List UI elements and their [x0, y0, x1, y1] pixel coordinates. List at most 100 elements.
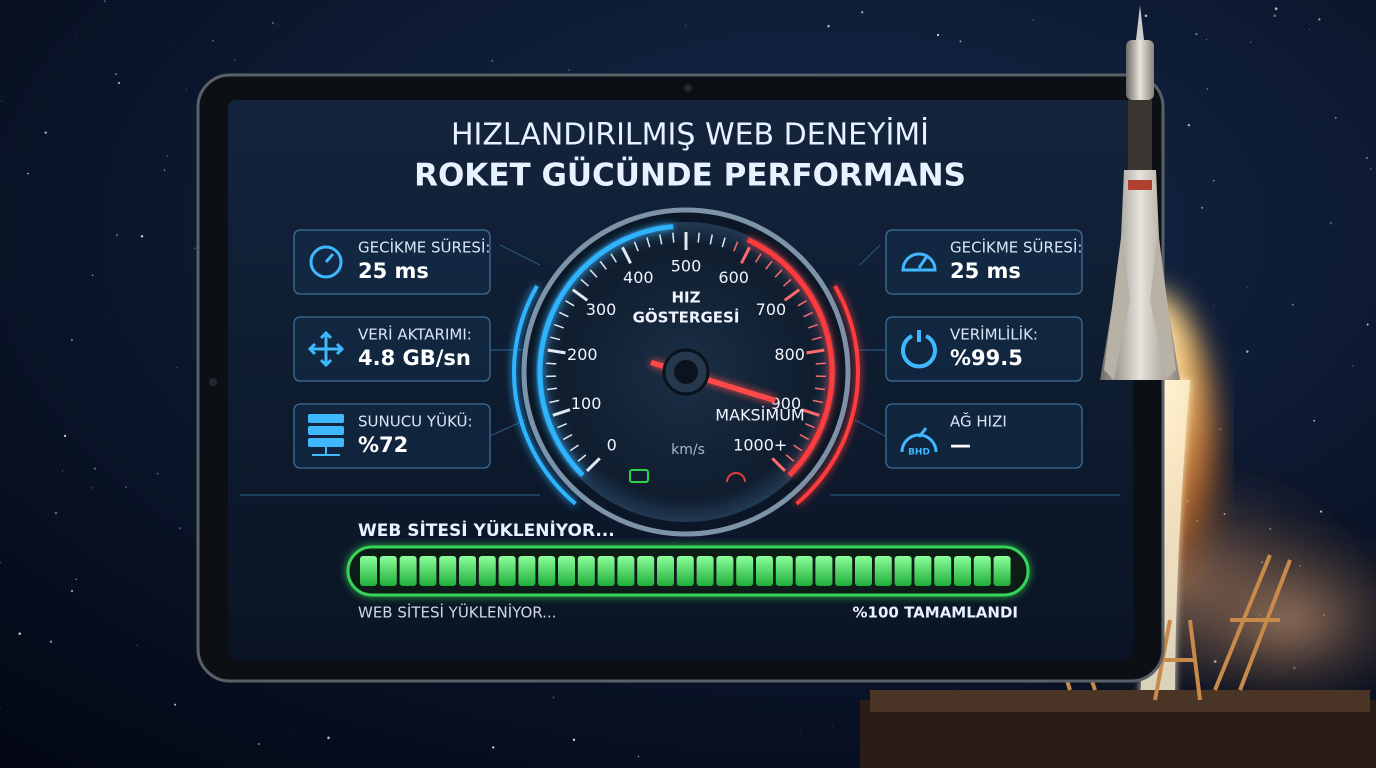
star [832, 725, 833, 727]
star [272, 22, 274, 24]
star [568, 69, 570, 71]
card-label: GECİKME SÜRESİ: [358, 238, 490, 257]
decoration [901, 252, 937, 272]
decoration [209, 378, 217, 386]
progress-segment [736, 556, 754, 586]
progress-segment [973, 556, 991, 586]
card-value: 25 ms [950, 259, 1021, 283]
star [492, 746, 495, 749]
gauge-tick [554, 323, 564, 329]
gauge-tick [646, 237, 651, 248]
star [1201, 206, 1204, 209]
progress-segment [459, 556, 476, 586]
star [194, 247, 196, 249]
star [1213, 305, 1215, 307]
star [1366, 323, 1369, 326]
star [54, 511, 58, 515]
decoration [1126, 40, 1154, 100]
star [63, 434, 67, 438]
progress-segment [597, 556, 615, 586]
gauge-max-label: MAKSİMUM [715, 406, 804, 425]
star [1329, 221, 1333, 225]
progress-segment [360, 556, 377, 586]
star [121, 316, 123, 317]
star [1318, 18, 1321, 21]
star [91, 487, 93, 489]
card-value: 4.8 GB/sn [358, 346, 471, 370]
star [174, 703, 177, 706]
star [1032, 19, 1034, 21]
star [166, 155, 168, 157]
gauge-tick [633, 241, 639, 252]
gauge-tick [811, 336, 822, 341]
star [1246, 286, 1248, 288]
gauge-tick [547, 348, 566, 355]
star [44, 131, 47, 134]
gauge-tick [549, 399, 560, 404]
card-value: %72 [358, 433, 408, 457]
gauge-tick-label: 0 [607, 436, 617, 455]
left-cards: GECİKME SÜRESİ: 25 ms VERİ AKTARIMI: 4.8… [293, 229, 491, 469]
gauge-tick-label: 900 [771, 394, 802, 413]
progress-segment [498, 556, 516, 586]
gauge-tick [559, 311, 569, 318]
decoration [307, 330, 345, 368]
star [1195, 33, 1198, 36]
star [1291, 303, 1294, 306]
progress-fill [360, 556, 1011, 586]
gauge-tick [580, 278, 589, 287]
gauge-tick [589, 269, 598, 278]
gauge-tick [771, 457, 787, 473]
star [1218, 428, 1220, 430]
title-line-2: ROKET GÜCÜNDE PERFORMANS [414, 157, 966, 194]
progress-segment [894, 556, 912, 586]
card-value: %99.5 [950, 346, 1023, 370]
progress-complete: %100 TAMAMLANDI [853, 604, 1018, 622]
star [163, 169, 166, 171]
rocket [1100, 5, 1180, 380]
gauge-tick [783, 278, 792, 287]
star [71, 339, 73, 342]
decoration [726, 472, 746, 483]
progress-segment [577, 556, 595, 586]
progress-segment [775, 556, 793, 586]
progress-segment [855, 556, 872, 586]
star [75, 578, 77, 580]
star [75, 33, 76, 35]
progress-segment [835, 556, 853, 586]
gauge-tick [733, 241, 739, 252]
gauge-unit: km/s [671, 442, 705, 458]
star [1, 100, 3, 102]
decoration [674, 360, 698, 384]
right-cards: GECİKME SÜRESİ: 25 ms VERİMLİLİK: %99.5 … [885, 229, 1083, 469]
progress-segment [716, 556, 734, 586]
star [110, 82, 111, 84]
decoration [308, 414, 344, 423]
star [1144, 14, 1148, 18]
gauge-tick [785, 454, 795, 462]
star [327, 736, 330, 740]
gauge-tick-label: 200 [567, 345, 598, 364]
progress-segment [399, 556, 417, 586]
progress-segment [637, 556, 655, 586]
decoration [1150, 230, 1176, 380]
progress-segment [379, 556, 397, 586]
gauge-tick [569, 444, 579, 452]
gauge-tick [562, 433, 573, 441]
decoration [870, 690, 1370, 712]
decoration [684, 84, 692, 92]
gauge-tick [783, 288, 801, 302]
star [0, 561, 2, 564]
star [861, 11, 864, 14]
star [257, 743, 260, 745]
icon-text: BHD [908, 448, 930, 458]
star [117, 81, 121, 85]
gauge-tick [672, 232, 675, 243]
star [1365, 156, 1368, 159]
progress-segment [756, 556, 773, 586]
progress-segment [617, 556, 635, 586]
star [1274, 7, 1278, 11]
star [140, 235, 144, 238]
gauge-tick [806, 348, 825, 355]
